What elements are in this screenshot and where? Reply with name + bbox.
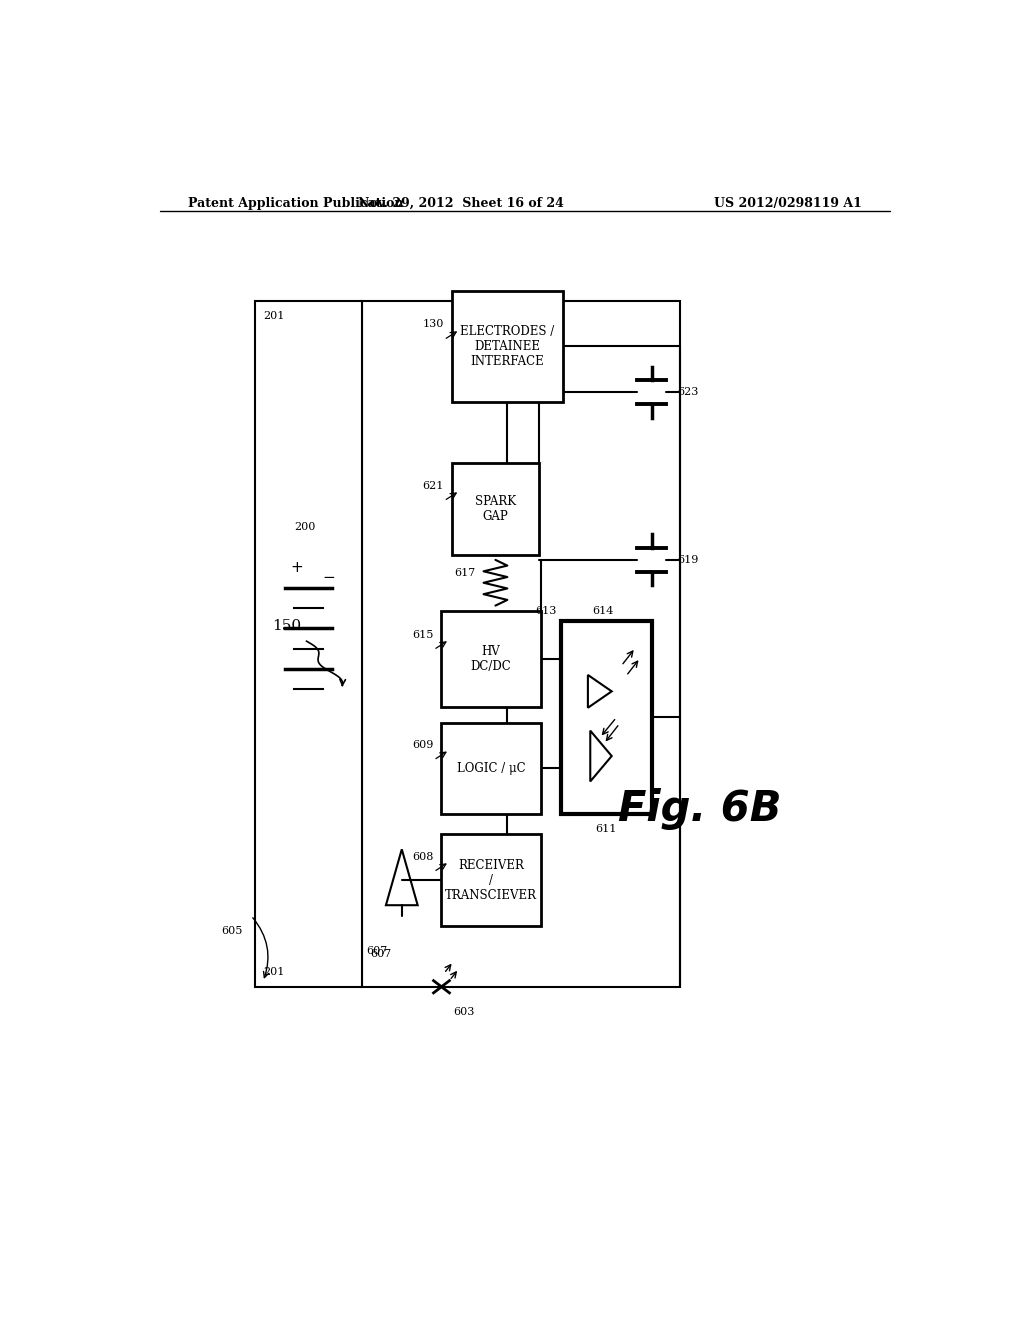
Text: Fig. 6B: Fig. 6B <box>617 788 781 830</box>
Text: ELECTRODES /
DETAINEE
INTERFACE: ELECTRODES / DETAINEE INTERFACE <box>460 325 554 368</box>
Text: 609: 609 <box>413 741 433 750</box>
Text: RECEIVER
/
TRANSCIEVER: RECEIVER / TRANSCIEVER <box>445 858 537 902</box>
Text: Patent Application Publication: Patent Application Publication <box>187 197 403 210</box>
Text: 603: 603 <box>454 1007 475 1018</box>
Text: 619: 619 <box>677 554 698 565</box>
Bar <box>560 620 652 814</box>
Text: 617: 617 <box>455 568 475 578</box>
Text: 200: 200 <box>294 521 315 532</box>
Text: 611: 611 <box>596 824 616 834</box>
Text: 607: 607 <box>367 946 387 956</box>
Text: −: − <box>322 570 335 585</box>
Text: 201: 201 <box>263 966 285 977</box>
Bar <box>441 834 541 925</box>
Text: 621: 621 <box>423 482 443 491</box>
Text: 130: 130 <box>423 319 443 329</box>
Bar <box>362 301 680 987</box>
Polygon shape <box>590 731 611 781</box>
Text: 613: 613 <box>536 606 557 615</box>
Polygon shape <box>588 675 611 708</box>
Text: US 2012/0298119 A1: US 2012/0298119 A1 <box>714 197 862 210</box>
Text: 615: 615 <box>413 630 433 640</box>
Text: 608: 608 <box>413 853 433 862</box>
Text: 605: 605 <box>222 925 243 936</box>
Text: 201: 201 <box>263 312 285 321</box>
Text: 150: 150 <box>272 619 301 634</box>
Bar <box>441 722 541 814</box>
Bar <box>255 301 362 987</box>
Bar <box>452 463 539 554</box>
Text: SPARK
GAP: SPARK GAP <box>475 495 516 523</box>
Text: 607: 607 <box>370 949 391 960</box>
Text: 614: 614 <box>592 606 613 615</box>
Bar <box>452 290 563 403</box>
Text: Nov. 29, 2012  Sheet 16 of 24: Nov. 29, 2012 Sheet 16 of 24 <box>358 197 564 210</box>
Bar <box>441 611 541 708</box>
Text: 623: 623 <box>677 387 698 397</box>
Text: HV
DC/DC: HV DC/DC <box>471 645 511 673</box>
Text: +: + <box>290 560 303 576</box>
Text: LOGIC / μC: LOGIC / μC <box>457 762 525 775</box>
